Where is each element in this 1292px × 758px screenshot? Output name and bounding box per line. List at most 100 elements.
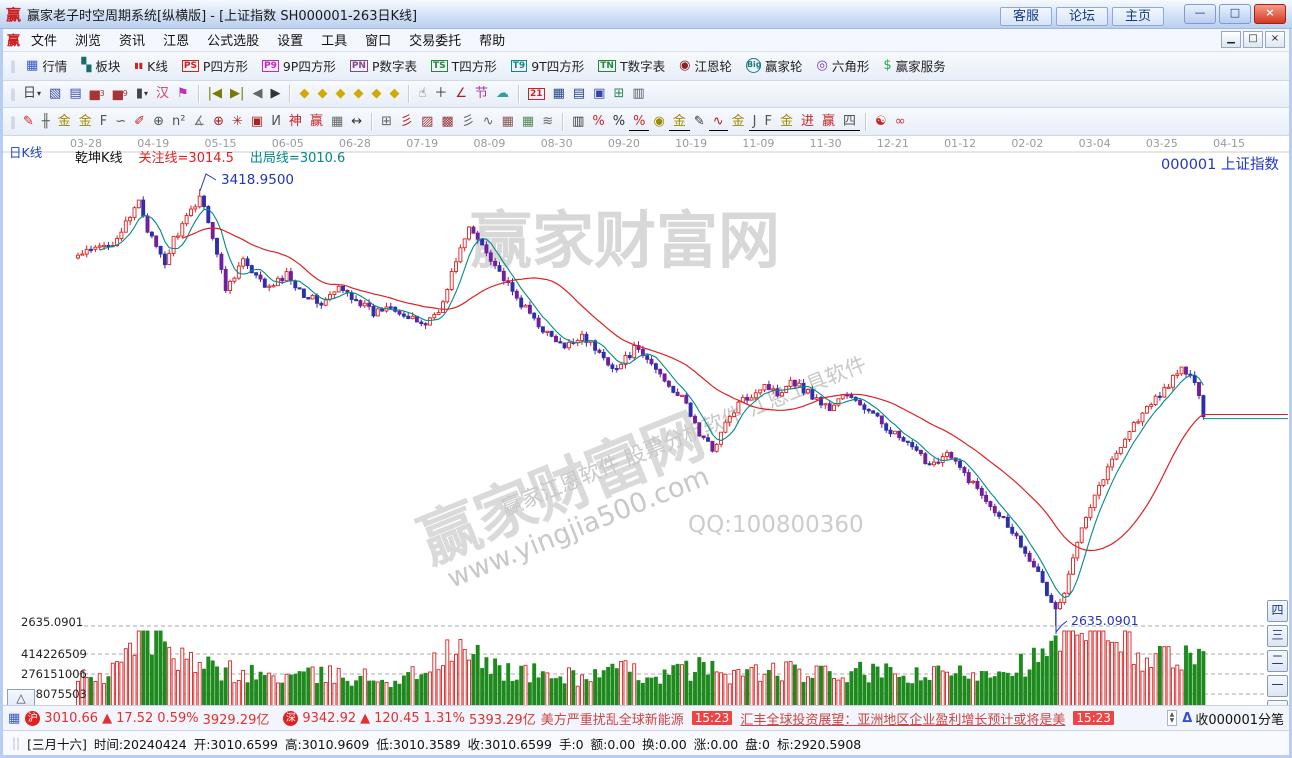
gold-angle-icon[interactable]: 金 [775, 113, 797, 131]
diamond-all-icon[interactable]: ◆ [389, 86, 400, 102]
grid-b-icon[interactable]: ▦ [521, 114, 535, 130]
toolbar-button-winner-wheel[interactable]: Big 赢家轮 [739, 56, 810, 75]
minimize-button[interactable]: — [1184, 4, 1216, 24]
n-square-icon[interactable]: n² [171, 114, 186, 130]
shen-tool-icon[interactable]: 神 [288, 114, 302, 130]
save-icon[interactable]: ▣ [593, 86, 606, 102]
gold-ruler-2-icon[interactable]: 金 [78, 114, 92, 130]
layout-one-button[interactable]: 一 [1267, 674, 1288, 697]
crosshair-tool-icon[interactable]: ＋ [434, 86, 448, 102]
f-angle-icon[interactable]: F [760, 113, 776, 131]
menu-item-工具[interactable]: 工具 [321, 34, 348, 50]
layout-three-button[interactable]: 三 [1267, 624, 1288, 647]
gold-box-icon[interactable]: 金 [731, 114, 745, 130]
export-icon[interactable]: ⊞ [613, 86, 625, 102]
diamond-shrink-icon[interactable]: ◆ [353, 86, 364, 102]
grid-123-icon[interactable]: ▦ [330, 114, 344, 130]
news-ticker[interactable]: 美方严重扰乱全球新能源 15:23 汇丰全球投资展望：亚洲地区企业盈利增长预计或将是… [541, 709, 1162, 728]
info-note-icon[interactable]: ▤ [69, 86, 82, 102]
ruler-icon[interactable]: ╫ [41, 114, 50, 130]
news-headline[interactable]: 美方严重扰乱全球新能源 [540, 712, 684, 728]
kline-merge-icon[interactable]: 日 ▾ [23, 86, 42, 102]
menu-item-江恩[interactable]: 江恩 [163, 34, 190, 50]
pencil-icon[interactable]: ✎ [23, 114, 34, 130]
toolbar-button-winner-service[interactable]: $ 赢家服务 [876, 56, 952, 75]
titlebar-button-forum[interactable]: 论坛 [1055, 6, 1108, 26]
close-button[interactable]: × [1254, 4, 1286, 24]
mirror-angle-icon[interactable]: ∡ [193, 114, 206, 130]
candle-style-icon[interactable]: ▮ ▾ [135, 86, 148, 102]
ying-angle-icon[interactable]: 赢 [818, 113, 840, 131]
toolbar-button-sectors[interactable]: ▚ 板块 [74, 56, 127, 75]
wave-box-icon[interactable]: ∿ [708, 113, 728, 131]
titlebar-button-service[interactable]: 客服 [999, 6, 1052, 26]
pencil-bar-icon[interactable]: ✎ [693, 114, 705, 130]
spiral-icon[interactable]: ∽ [115, 114, 127, 130]
target-circle-icon[interactable]: ⊕ [213, 114, 224, 130]
diamond-expand-icon[interactable]: ◆ [335, 86, 346, 102]
quote-grid-icon[interactable]: ▦ [8, 710, 21, 726]
memo-icon[interactable]: ▤ [572, 86, 586, 102]
toolbar-button-kline[interactable]: ▮▮ K线 [127, 56, 175, 75]
j-angle-icon[interactable]: J [748, 113, 761, 131]
box-rays-icon[interactable]: ▩ [441, 114, 454, 130]
jie-tool-icon[interactable]: 节 [475, 86, 489, 102]
menu-item-窗口[interactable]: 窗口 [365, 34, 392, 50]
percent-slash-icon[interactable]: % [592, 114, 605, 130]
toolbar-button-gann-wheel[interactable]: ◉ 江恩轮 [672, 56, 739, 75]
gold-line-icon[interactable]: 金 [668, 113, 690, 131]
next-icon[interactable]: ▶ [270, 86, 281, 102]
jin-angle-icon[interactable]: 进 [797, 113, 819, 131]
mdi-close-button[interactable]: × [1265, 31, 1285, 49]
titlebar-button-home[interactable]: 主页 [1111, 6, 1164, 26]
infinity-icon[interactable]: ∞ [894, 114, 906, 130]
mdi-minimize-button[interactable]: ▁ [1221, 31, 1241, 49]
percent-line-icon[interactable]: % [629, 113, 650, 131]
taiji-icon[interactable]: ☯ [875, 114, 887, 130]
toolbar-button-p-number-table[interactable]: PN P数字表 [343, 56, 424, 75]
bars-9-icon[interactable]: ▅ 9 [112, 86, 128, 102]
calculator-icon[interactable]: ▦ [552, 86, 565, 102]
menu-item-公式选股[interactable]: 公式选股 [207, 34, 260, 50]
box-fan-icon[interactable]: ▨ [421, 114, 434, 130]
diamond-right-icon[interactable]: ◆ [317, 86, 328, 102]
percent-icon[interactable]: % [612, 114, 626, 130]
han-region-icon[interactable]: 汉 [155, 86, 169, 102]
restore-button[interactable]: □ [1219, 4, 1251, 24]
menu-item-文件[interactable]: 文件 [31, 34, 58, 50]
menu-item-交易委托[interactable]: 交易委托 [409, 34, 462, 50]
toolbar-button-t-square[interactable]: TS T四方形 [424, 56, 504, 75]
gold-ruler-1-icon[interactable]: 金 [57, 114, 71, 130]
diamond-center-icon[interactable]: ◆ [371, 86, 382, 102]
mdi-restore-button[interactable]: □ [1243, 31, 1263, 49]
toolbar-button-9t-square[interactable]: T9 9T四方形 [504, 56, 592, 75]
wave-n-icon[interactable]: И [271, 114, 281, 130]
span-arrows-icon[interactable]: ↔ [351, 114, 363, 130]
chart-type-icon[interactable]: ▧ [49, 86, 62, 102]
zigzag-icon[interactable]: ∿ [482, 114, 494, 130]
target-square-icon[interactable]: ▣ [250, 114, 264, 130]
layout-two-button[interactable]: 二 [1267, 649, 1288, 672]
tick-data-link[interactable]: Δ 收000001分笔 [1182, 709, 1284, 728]
prev-icon[interactable]: ◀ [252, 86, 263, 102]
menu-item-浏览[interactable]: 浏览 [75, 34, 102, 50]
angle-measure-icon[interactable]: ∠ [455, 86, 468, 102]
first-page-icon[interactable]: |◀ [207, 86, 223, 102]
cloud-tool-icon[interactable]: ☁ [496, 86, 510, 102]
scroll-right-button[interactable]: → [1267, 699, 1288, 706]
toolbar-button-hexagon[interactable]: ◎ 六角形 [809, 56, 876, 75]
ticker-spinner[interactable]: ▲ ▼ [1166, 710, 1178, 727]
diamond-left-icon[interactable]: ◆ [299, 86, 310, 102]
menu-item-设置[interactable]: 设置 [277, 34, 304, 50]
index-quote-sz[interactable]: 深 9342.92 ▲ 120.45 1.31% 5393.29亿 [283, 709, 536, 728]
gold-circle-icon[interactable]: ◉ [653, 114, 665, 130]
menu-item-资讯[interactable]: 资讯 [119, 34, 146, 50]
menu-item-帮助[interactable]: 帮助 [479, 34, 506, 50]
angle-fan-icon[interactable]: 彡 [461, 114, 475, 130]
workstation-icon[interactable]: ▥ [632, 86, 645, 102]
scale-tool-icon[interactable]: ▥ [572, 114, 585, 130]
toolbar-button-quotes[interactable]: ▦ 行情 [19, 56, 74, 75]
layout-four-button[interactable]: 四 [1267, 599, 1288, 622]
hand-tool-icon[interactable]: ☝ [418, 86, 427, 102]
